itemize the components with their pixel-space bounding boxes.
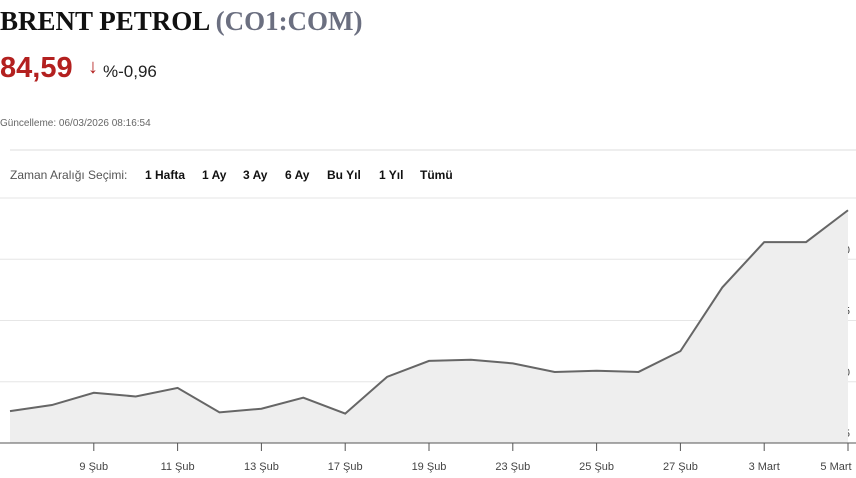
x-tick-label: 19 Şub	[412, 461, 447, 473]
change-arrow: ↓	[88, 56, 98, 78]
x-tick-label: 23 Şub	[495, 461, 530, 473]
line	[9, 209, 849, 415]
instrument-code: (CO1:COM)	[215, 6, 363, 36]
range-option[interactable]: 6 Ay	[285, 168, 310, 182]
x-tick-label: 9 Şub	[79, 461, 108, 473]
range-label: Zaman Aralığı Seçimi:	[10, 168, 128, 182]
area	[10, 210, 848, 443]
instrument-name: BRENT PETROL	[0, 6, 209, 36]
x-tick-label: 13 Şub	[244, 461, 279, 473]
change: %-0,96	[103, 62, 157, 81]
x-tick-label: 25 Şub	[579, 461, 614, 473]
range-option[interactable]: 1 Hafta	[145, 168, 186, 182]
range-option[interactable]: Tümü	[420, 168, 453, 182]
range-option[interactable]: 1 Ay	[202, 168, 227, 182]
range-option[interactable]: Bu Yıl	[327, 168, 361, 182]
range-option[interactable]: 1 Yıl	[379, 168, 404, 182]
x-tick-label: 3 Mart	[749, 461, 780, 473]
x-tick-label: 5 Mart	[820, 461, 851, 473]
instrument-title: BRENT PETROL (CO1:COM)	[0, 6, 363, 37]
x-tick-label: 11 Şub	[161, 461, 195, 473]
x-tick-label: 27 Şub	[663, 461, 698, 473]
x-tick-label: 17 Şub	[328, 461, 363, 473]
range-option[interactable]: 3 Ay	[243, 168, 268, 182]
updated-time: Güncelleme: 06/03/2026 08:16:54	[0, 118, 151, 129]
price: 84,59	[0, 52, 73, 84]
